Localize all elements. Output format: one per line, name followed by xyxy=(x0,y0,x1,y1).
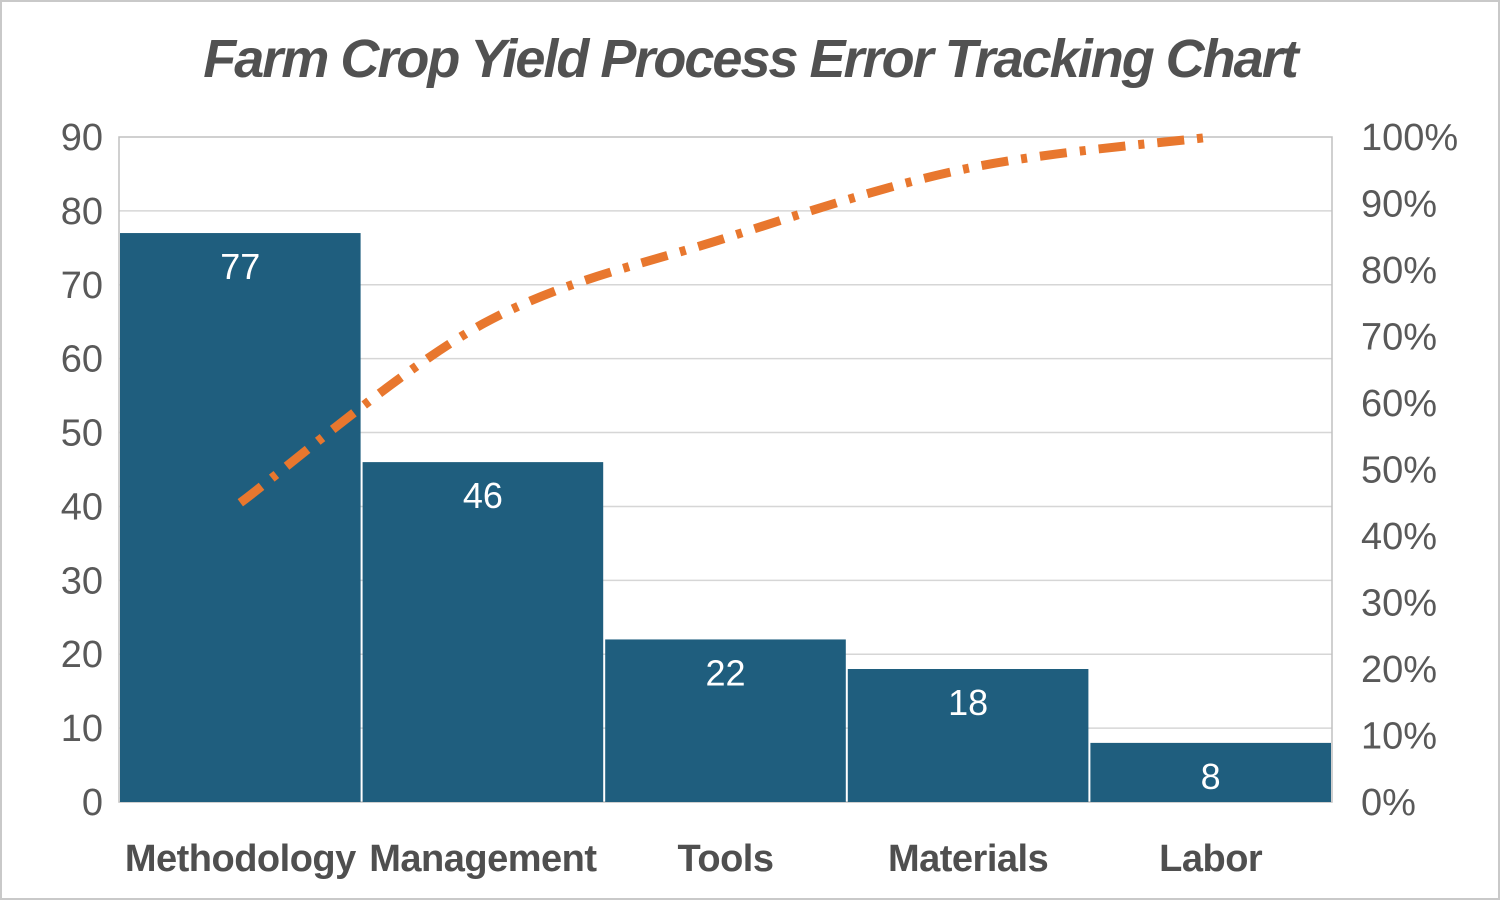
bar-methodology xyxy=(120,233,361,803)
right-axis-tick-label: 10% xyxy=(1361,716,1437,758)
right-axis-tick-label: 100% xyxy=(1361,117,1458,159)
right-axis-tick-label: 60% xyxy=(1361,383,1437,425)
right-axis-tick-label: 30% xyxy=(1361,583,1437,625)
left-axis-tick-label: 30 xyxy=(61,560,103,602)
left-axis-tick-label: 60 xyxy=(61,339,103,381)
bar-value-label: 18 xyxy=(948,682,988,723)
right-axis-tick-label: 20% xyxy=(1361,649,1437,691)
left-axis-tick-label: 10 xyxy=(61,708,103,750)
right-axis-tick-label: 90% xyxy=(1361,184,1437,226)
category-label-methodology: Methodology xyxy=(125,838,356,880)
bar-tools xyxy=(605,639,846,802)
bar-management xyxy=(362,462,604,802)
chart-title: Farm Crop Yield Process Error Tracking C… xyxy=(203,29,1298,89)
bar-value-label: 46 xyxy=(463,475,503,516)
left-axis-tick-label: 80 xyxy=(61,191,103,233)
left-axis-tick-label: 0 xyxy=(82,782,103,824)
bar-value-label: 77 xyxy=(220,246,260,287)
left-axis-tick-label: 90 xyxy=(61,117,103,159)
cumulative-percent-line xyxy=(237,132,1212,507)
left-axis-tick-label: 20 xyxy=(61,634,103,676)
right-axis-tick-label: 50% xyxy=(1361,450,1437,492)
right-axis-tick-label: 0% xyxy=(1361,782,1416,824)
right-axis-tick-label: 80% xyxy=(1361,250,1437,292)
category-label-labor: Labor xyxy=(1159,838,1263,880)
right-axis-tick-label: 70% xyxy=(1361,317,1437,359)
right-axis-tick-label: 40% xyxy=(1361,516,1437,558)
left-axis-tick-label: 70 xyxy=(61,265,103,307)
left-axis-tick-label: 50 xyxy=(61,413,103,455)
category-label-tools: Tools xyxy=(677,838,773,880)
bar-value-label: 8 xyxy=(1201,756,1221,797)
category-label-management: Management xyxy=(369,838,597,880)
bar-labor xyxy=(1090,742,1331,802)
bar-value-label: 22 xyxy=(705,652,745,693)
left-axis-tick-label: 40 xyxy=(61,486,103,528)
bar-materials xyxy=(847,669,1089,802)
category-label-materials: Materials xyxy=(888,838,1048,880)
